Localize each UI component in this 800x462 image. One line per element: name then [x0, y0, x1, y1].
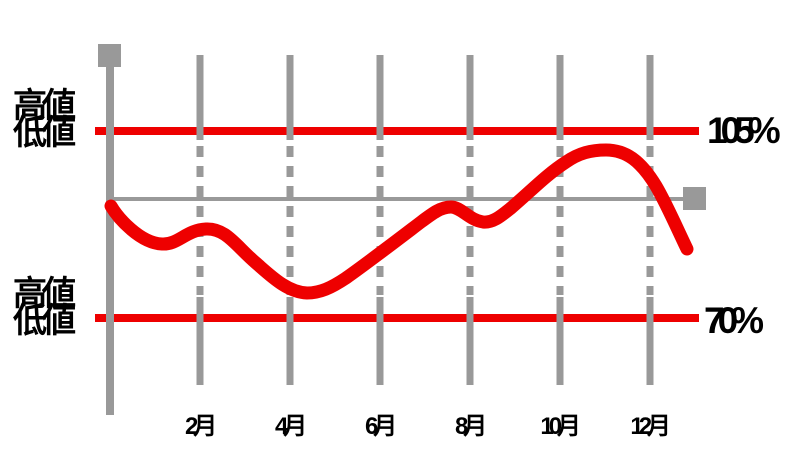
x-tick-label-apr: 4月 — [274, 413, 307, 440]
lower-side-label-line2: 低値 — [13, 302, 76, 340]
x-tick-label-aug: 8月 — [454, 413, 487, 440]
upper-side-label-line2: 低値 — [13, 114, 76, 152]
lower-side-label: 高値 低値 — [13, 275, 76, 340]
upper-bound-value-label: 105% — [707, 110, 781, 151]
x-tick-label-feb: 2月 — [184, 413, 217, 440]
x-axis-right-square-cap — [683, 187, 706, 210]
x-tick-label-dec: 12月 — [630, 413, 671, 440]
lower-side-label-line1: 高値 — [13, 275, 76, 313]
y-axis-top-square-cap — [98, 44, 121, 67]
x-tick-label-oct: 10月 — [540, 413, 581, 440]
price-curve — [104, 143, 694, 300]
lower-bound-value-label: 70% — [704, 300, 764, 341]
x-tick-label-jun: 6月 — [364, 413, 397, 440]
upper-side-label: 高値 低値 — [13, 87, 76, 152]
upper-side-label-line1: 高値 — [13, 87, 76, 125]
